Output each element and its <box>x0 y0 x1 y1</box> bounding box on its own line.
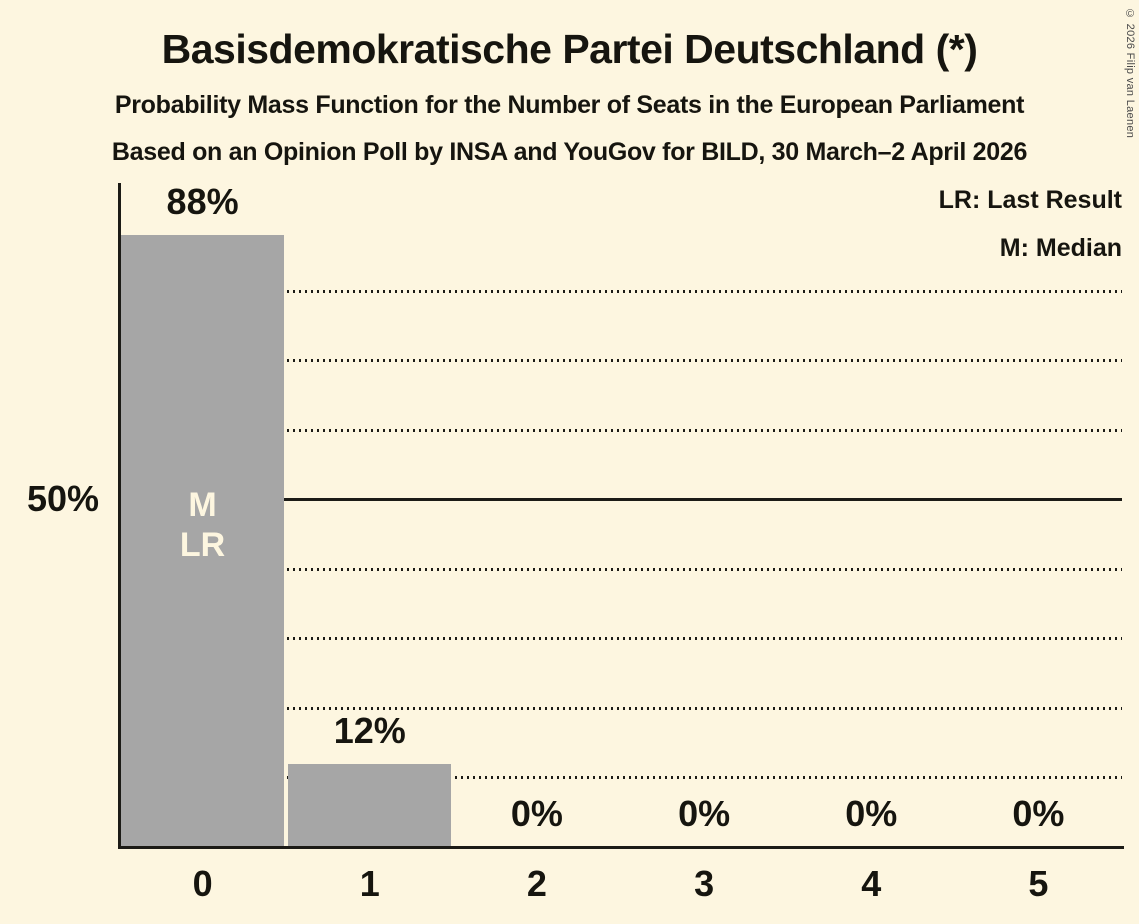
bar-annotation-line: M <box>188 486 217 524</box>
bar-seats-0 <box>121 235 285 847</box>
value-label-seats-3: 0% <box>678 793 731 834</box>
y-axis-tick-label: 50% <box>26 478 99 519</box>
legend-item-median: M: Median <box>999 234 1122 262</box>
value-label-seats-4: 0% <box>845 793 898 834</box>
gridline-80pct-dotted <box>119 289 1122 293</box>
bar-seats-1 <box>288 763 452 847</box>
x-tick-label-5: 5 <box>1028 863 1049 904</box>
gridline-70pct-dotted <box>119 359 1122 362</box>
value-label-seats-2: 0% <box>510 793 563 834</box>
x-tick-label-3: 3 <box>694 863 715 904</box>
chart-subtitle: Probability Mass Function for the Number… <box>114 91 1025 119</box>
value-label-seats-1: 12% <box>333 709 406 751</box>
y-axis-line <box>118 183 121 849</box>
bar-annotation-median-last-result: M LR <box>119 485 286 565</box>
value-label-seats-5: 0% <box>1012 793 1065 834</box>
gridline-60pct-dotted <box>119 428 1122 432</box>
gridline-30pct-dotted <box>119 637 1122 640</box>
chart-legend: LR: Last Result M: Median <box>939 176 1122 272</box>
copyright-notice: © 2026 Filip van Laenen <box>1124 8 1136 139</box>
gridline-20pct-dotted <box>119 706 1122 710</box>
bar-annotation-line: LR <box>179 526 226 564</box>
x-tick-label-4: 4 <box>861 863 882 904</box>
gridline-10pct-dotted <box>119 776 1122 779</box>
chart-source-line: Based on an Opinion Poll by INSA and You… <box>111 138 1028 166</box>
x-tick-label-1: 1 <box>359 863 380 904</box>
chart-title: Basisdemokratische Partei Deutschland (*… <box>161 26 978 72</box>
x-tick-label-2: 2 <box>526 863 547 904</box>
legend-item-last-result: LR: Last Result <box>938 186 1122 214</box>
gridline-50pct-solid <box>119 498 1122 501</box>
x-tick-label-0: 0 <box>192 863 213 904</box>
gridline-40pct-dotted <box>119 567 1122 571</box>
value-label-seats-0: 88% <box>166 181 239 223</box>
x-axis-line <box>118 845 1124 849</box>
plot-area: 88% 12% 0% 0% 0% 0% M LR <box>118 181 1124 849</box>
